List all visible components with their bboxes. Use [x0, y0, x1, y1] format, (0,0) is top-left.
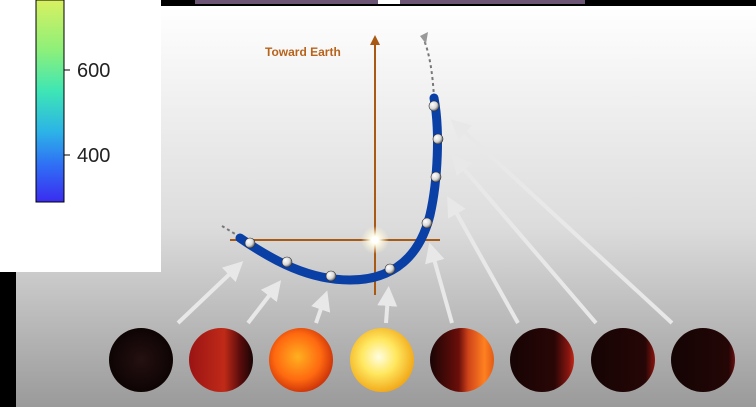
orbit-planet [421, 217, 433, 229]
phase-sphere [671, 328, 735, 392]
orbit-planet [384, 263, 396, 275]
orbit-extension-arrowhead [420, 32, 428, 44]
colorbar [35, 0, 65, 203]
phase-sphere [109, 328, 173, 392]
phase-sphere [510, 328, 574, 392]
colorbar-tick-label: 400 [77, 145, 110, 167]
orbit-planet [430, 171, 442, 183]
orbit-planet-markers [244, 100, 444, 282]
top-bar-notch [378, 0, 400, 4]
phase-arrows [176, 119, 674, 325]
phase-arrow [246, 280, 282, 325]
phase-arrow [450, 119, 674, 325]
orbit-planet [281, 256, 293, 268]
phase-arrow [311, 290, 331, 324]
orbit-planet [432, 133, 444, 145]
phase-arrow [176, 261, 244, 325]
star [371, 236, 379, 244]
colorbar-tick-label: 600 [77, 60, 110, 82]
phase-arrow [425, 242, 454, 324]
orbit-planet [244, 237, 256, 249]
phase-sphere [430, 328, 494, 392]
phase-sphere [189, 328, 253, 392]
axis-label-toward-earth: Toward Earth [265, 45, 341, 59]
phase-arrow [451, 154, 598, 325]
orbit-extension-left [221, 225, 246, 241]
orbit-planet [428, 100, 440, 112]
phase-sphere [591, 328, 655, 392]
phase-arrow [447, 196, 520, 324]
phase-sphere [269, 328, 333, 392]
orbit-extension-top [423, 39, 435, 99]
orbit-path [235, 93, 442, 285]
phase-arrow [377, 286, 398, 324]
colorbar-panel [0, 0, 161, 272]
phase-sphere [350, 328, 414, 392]
phase-spheres [109, 328, 735, 392]
orbit-planet [325, 270, 337, 282]
